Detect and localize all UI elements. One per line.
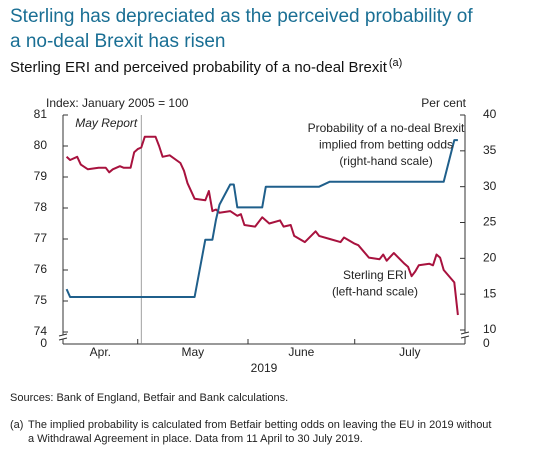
annotation: May Report: [75, 116, 138, 130]
y2-tick-label: 10: [483, 322, 497, 336]
series-line: [65, 135, 459, 316]
series-label: Probability of a no-deal Brexit: [308, 121, 465, 135]
series-label: (left-hand scale): [332, 285, 418, 299]
sources: Sources: Bank of England, Betfair and Ba…: [10, 392, 288, 404]
y2-tick-label: 25: [483, 215, 497, 229]
y-tick-label: 0: [40, 336, 47, 350]
y2-tick-label: 30: [483, 179, 497, 193]
series-label: implied from betting odds: [319, 138, 453, 152]
series-label: Sterling ERI: [343, 268, 407, 282]
y-tick-label: 77: [34, 231, 48, 245]
y-axis-label: Index: January 2005 = 100: [46, 96, 189, 110]
x-tick-label: May: [182, 345, 205, 359]
y2-tick-label: 35: [483, 143, 497, 157]
title-line: Sterling has depreciated as the perceive…: [10, 6, 473, 27]
y-tick-label: 76: [34, 262, 48, 276]
y-tick-label: 80: [34, 138, 48, 152]
y-tick-label: 78: [34, 200, 48, 214]
axis-break-gap: [461, 333, 469, 337]
subtitle-text: Sterling ERI and perceived probability o…: [10, 59, 388, 76]
y2-axis-label: Per cent: [421, 96, 466, 110]
x-axis-label: 2019: [251, 361, 278, 375]
y-tick-label: 75: [34, 293, 48, 307]
y2-tick-label: 40: [483, 107, 497, 121]
series-line: [65, 139, 458, 298]
footnote-line: The implied probability is calculated fr…: [28, 419, 491, 431]
x-tick-label: June: [288, 345, 314, 359]
series-label: (right-hand scale): [339, 154, 432, 168]
y2-tick-label: 0: [483, 336, 490, 350]
axis-break: [58, 333, 68, 341]
y2-tick-label: 20: [483, 251, 497, 265]
x-tick-label: July: [399, 345, 420, 359]
footnote-marker: (a): [10, 419, 23, 431]
title-line: a no-deal Brexit has risen: [10, 31, 225, 52]
axis-break-gap: [59, 335, 67, 339]
y-tick-label: 74: [34, 324, 48, 338]
subtitle-note: (a): [389, 57, 402, 69]
y-tick-label: 79: [34, 169, 48, 183]
footnote-line: a Withdrawal Agreement in place. Data fr…: [28, 433, 363, 445]
x-tick-label: Apr.: [90, 345, 111, 359]
y-tick-label: 81: [34, 107, 48, 121]
y2-tick-label: 15: [483, 286, 497, 300]
subtitle: Sterling ERI and perceived probability o…: [10, 57, 402, 76]
axis-break: [460, 331, 470, 339]
